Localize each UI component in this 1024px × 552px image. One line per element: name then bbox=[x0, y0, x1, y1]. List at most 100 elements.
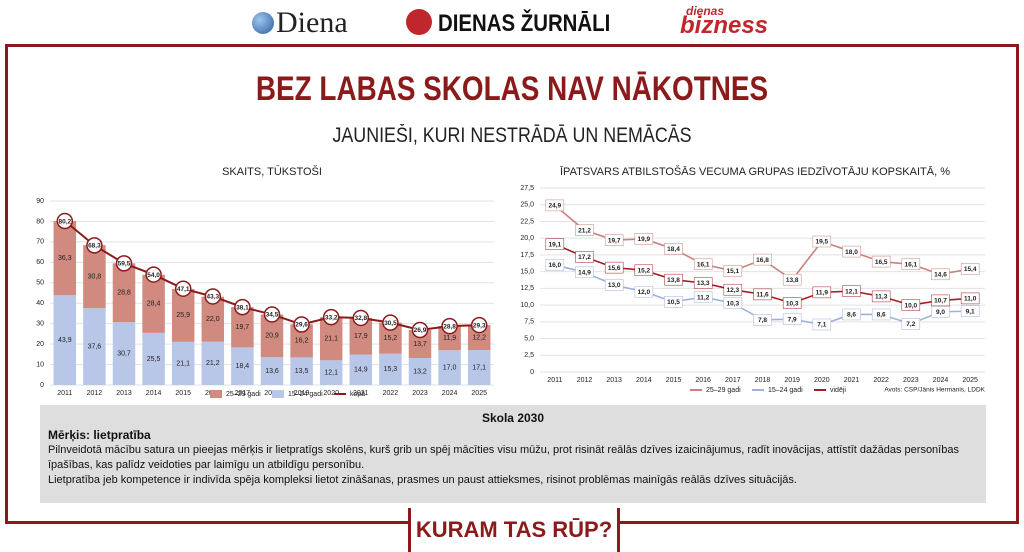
x-tick-label: 2012 bbox=[577, 377, 593, 384]
y-tick-label: 10 bbox=[36, 361, 44, 368]
value-label: 22,0 bbox=[206, 316, 220, 323]
label-box bbox=[960, 305, 980, 317]
label-box bbox=[960, 263, 980, 275]
value-label: 15,2 bbox=[384, 335, 398, 342]
value-label: 11,3 bbox=[875, 294, 888, 301]
value-label: 15,2 bbox=[638, 268, 651, 275]
label-box bbox=[693, 277, 713, 289]
label-box bbox=[842, 245, 861, 258]
value-label: 16,1 bbox=[697, 261, 710, 268]
bar bbox=[438, 350, 461, 385]
value-label: 21,2 bbox=[578, 227, 591, 234]
value-label: 38,1 bbox=[236, 304, 249, 311]
label-box bbox=[871, 255, 891, 268]
y-tick-label: 12,5 bbox=[520, 285, 534, 292]
bar bbox=[349, 317, 373, 355]
value-label: 36,3 bbox=[58, 255, 72, 262]
value-label: 7,8 bbox=[758, 317, 767, 324]
value-label: 11,0 bbox=[964, 296, 977, 303]
value-label: 10,5 bbox=[667, 299, 680, 306]
legend-label: 15–24 gadi bbox=[288, 391, 323, 398]
value-label: 11,9 bbox=[443, 335, 456, 342]
y-tick-label: 20 bbox=[36, 341, 44, 348]
x-tick-label: 2014 bbox=[636, 377, 652, 384]
bar bbox=[83, 245, 106, 309]
y-tick-label: 20,0 bbox=[520, 235, 534, 242]
x-tick-label: 2011 bbox=[57, 390, 72, 397]
point-marker bbox=[411, 321, 429, 339]
y-tick-label: 40 bbox=[36, 300, 44, 307]
bar bbox=[379, 322, 402, 354]
x-tick-label: 2011 bbox=[547, 377, 562, 384]
value-label: 7,1 bbox=[817, 322, 826, 329]
y-tick-label: 2,5 bbox=[524, 352, 534, 359]
value-label: 19,7 bbox=[608, 237, 621, 244]
bar bbox=[467, 325, 491, 351]
info-goal: Mērķis: lietpratība bbox=[48, 428, 151, 442]
bar bbox=[349, 354, 373, 385]
x-tick-label: 2021 bbox=[353, 390, 369, 397]
value-label: 30,7 bbox=[117, 350, 131, 357]
label-box bbox=[753, 314, 772, 326]
value-label: 13,6 bbox=[265, 368, 279, 375]
bar bbox=[290, 357, 313, 385]
value-label: 33,2 bbox=[325, 314, 338, 321]
value-label: 30,5 bbox=[384, 320, 397, 327]
label-box bbox=[842, 308, 861, 321]
bar bbox=[319, 317, 343, 361]
y-tick-label: 27,5 bbox=[520, 185, 534, 192]
value-label: 15,6 bbox=[608, 265, 621, 272]
value-label: 13,7 bbox=[413, 341, 427, 348]
label-box bbox=[901, 258, 921, 271]
bar bbox=[260, 357, 284, 385]
bar bbox=[260, 314, 284, 358]
point-marker bbox=[174, 280, 192, 297]
label-box bbox=[931, 294, 950, 307]
footer-tab: KURAM TAS RŪP? bbox=[408, 508, 620, 552]
point-marker bbox=[56, 212, 74, 230]
value-label: 16,2 bbox=[295, 338, 309, 345]
x-tick-label: 2017 bbox=[235, 390, 251, 397]
legend-label: 25–29 gadi bbox=[226, 391, 261, 398]
y-tick-label: 15,0 bbox=[520, 268, 534, 275]
y-tick-label: 7,5 bbox=[524, 319, 534, 326]
x-tick-label: 2014 bbox=[146, 390, 162, 397]
x-tick-label: 2017 bbox=[725, 377, 741, 384]
value-label: 13,8 bbox=[786, 277, 799, 284]
x-tick-label: 2021 bbox=[844, 377, 860, 384]
value-label: 29,3 bbox=[473, 322, 486, 329]
label-box bbox=[901, 318, 921, 330]
source-note: Avots: CSP/Jānis Hermanis, LDDK bbox=[884, 387, 985, 394]
value-label: 16,5 bbox=[875, 259, 888, 266]
label-box bbox=[604, 234, 624, 246]
value-label: 12,0 bbox=[638, 289, 651, 296]
x-tick-label: 2025 bbox=[471, 390, 487, 397]
y-tick-label: 5,0 bbox=[524, 335, 534, 342]
label-box bbox=[545, 259, 565, 271]
x-tick-label: 2022 bbox=[383, 390, 399, 397]
bar bbox=[201, 296, 225, 342]
value-label: 18,4 bbox=[236, 363, 250, 370]
value-label: 15,4 bbox=[964, 266, 977, 273]
x-tick-label: 2013 bbox=[606, 377, 622, 384]
y-tick-label: 10,0 bbox=[520, 302, 534, 309]
value-label: 19,5 bbox=[816, 239, 829, 246]
value-label: 25,9 bbox=[176, 312, 190, 319]
page-title: BEZ LABAS SKOLAS NAV NĀKOTNES bbox=[255, 70, 769, 108]
value-label: 28,8 bbox=[443, 323, 456, 330]
label-box bbox=[782, 313, 802, 325]
value-label: 17,2 bbox=[578, 254, 591, 261]
value-label: 14,9 bbox=[578, 270, 591, 277]
bar bbox=[171, 341, 195, 385]
value-label: 19,7 bbox=[236, 324, 250, 331]
value-label: 13,0 bbox=[608, 282, 621, 289]
value-label: 14,6 bbox=[934, 272, 947, 279]
label-box bbox=[664, 243, 683, 255]
y-tick-label: 22,5 bbox=[520, 218, 534, 225]
point-marker bbox=[204, 288, 222, 305]
point-marker bbox=[441, 317, 458, 335]
logo-bizness: bizness bbox=[680, 12, 769, 39]
value-label: 10,0 bbox=[905, 302, 918, 309]
value-label: 20,9 bbox=[265, 333, 279, 340]
